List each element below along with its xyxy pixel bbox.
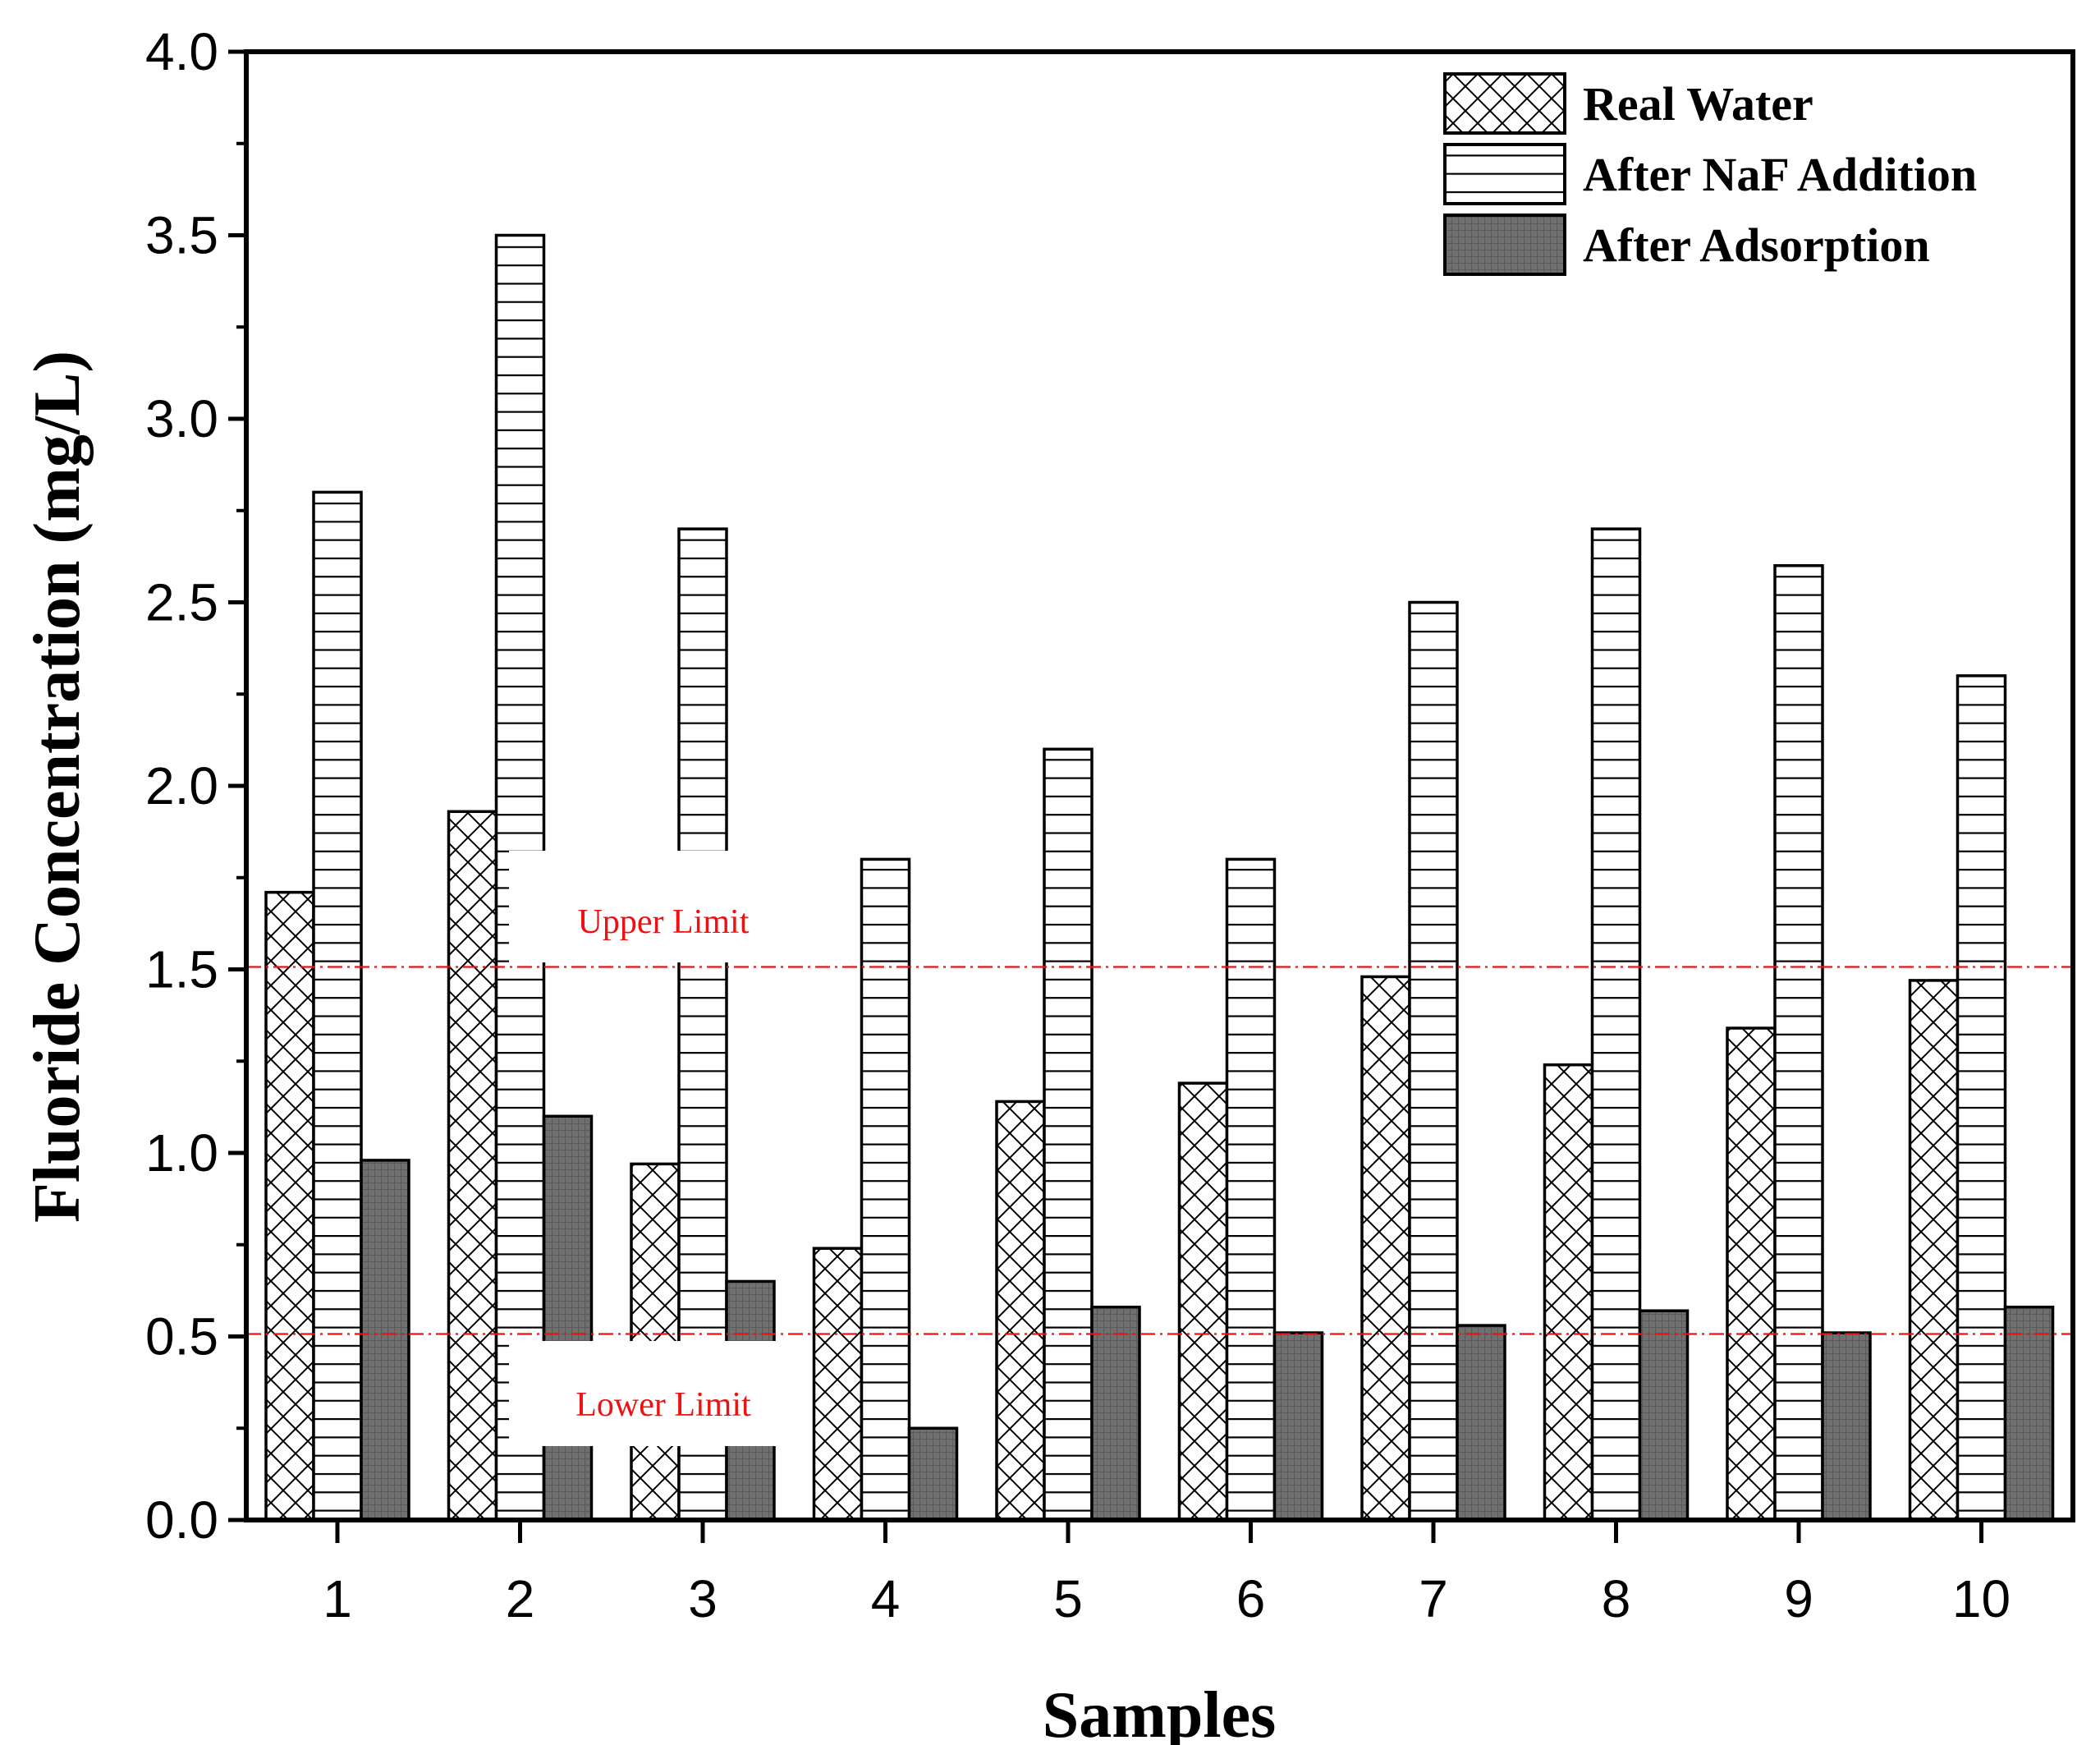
y-axis-ticks: 0.0 0.5 1.0 1.5 2.0 2.5 3.0 3.5 4.0: [145, 22, 246, 1550]
x-axis-ticks: 1 2 3 4 5 6 7 8 9 10: [323, 1520, 2011, 1628]
bar-real-water-sample-10: [1910, 980, 1958, 1520]
bar-after-adsorption-sample-6: [1275, 1333, 1323, 1520]
y-tick-label: 3.5: [145, 206, 218, 265]
bar-chart: Upper Limit Lower Limit 0.0 0.5 1.0 1.5 2.0 2.…: [0, 0, 2100, 1745]
bar-real-water-sample-7: [1362, 976, 1410, 1520]
y-tick-label: 0.0: [145, 1490, 218, 1550]
bar-real-water-sample-9: [1727, 1028, 1775, 1520]
legend-swatch-after-adsorption: [1445, 215, 1565, 274]
x-axis-title: Samples: [1043, 1679, 1277, 1745]
bar-real-water-sample-6: [1180, 1083, 1227, 1520]
bar-after-adsorption-sample-8: [1640, 1311, 1688, 1520]
bar-real-water-sample-4: [814, 1248, 862, 1520]
y-axis-title: Fluoride Concentration (mg/L): [21, 351, 94, 1223]
x-tick-label: 10: [1952, 1569, 2011, 1628]
bar-after-naf-addition-sample-8: [1593, 529, 1640, 1520]
bar-real-water-sample-8: [1545, 1065, 1593, 1520]
bar-after-naf-addition-sample-10: [1958, 676, 2006, 1520]
x-tick-label: 5: [1053, 1569, 1083, 1628]
bar-after-adsorption-sample-4: [910, 1428, 957, 1520]
y-tick-label: 4.0: [145, 22, 218, 81]
legend-label: After Adsorption: [1583, 218, 1930, 272]
legend: Real Water After NaF Addition After Adsorp…: [1445, 74, 1977, 274]
bar-after-adsorption-sample-9: [1823, 1333, 1870, 1520]
bar-real-water-sample-1: [266, 893, 314, 1520]
legend-label: Real Water: [1583, 77, 1813, 131]
y-tick-label: 2.0: [145, 756, 218, 815]
x-tick-label: 4: [871, 1569, 901, 1628]
y-tick-label: 0.5: [145, 1307, 218, 1366]
x-tick-label: 2: [506, 1569, 535, 1628]
y-tick-label: 3.0: [145, 389, 218, 448]
legend-label: After NaF Addition: [1583, 148, 1977, 201]
bar-after-naf-addition-sample-7: [1410, 603, 1457, 1521]
bar-real-water-sample-5: [997, 1101, 1044, 1520]
x-tick-label: 7: [1419, 1569, 1448, 1628]
bar-after-naf-addition-sample-9: [1775, 566, 1823, 1520]
y-tick-label: 1.0: [145, 1123, 218, 1182]
x-tick-label: 6: [1236, 1569, 1266, 1628]
x-tick-label: 8: [1602, 1569, 1631, 1628]
legend-swatch-real-water: [1445, 74, 1565, 133]
bar-after-naf-addition-sample-5: [1044, 749, 1092, 1520]
x-tick-label: 3: [688, 1569, 718, 1628]
bar-after-naf-addition-sample-6: [1227, 859, 1275, 1520]
legend-swatch-after-naf-addition: [1445, 145, 1565, 204]
bar-after-adsorption-sample-2: [544, 1116, 592, 1520]
bar-after-naf-addition-sample-1: [314, 492, 361, 1520]
reference-label-lower-limit: Lower Limit: [575, 1386, 751, 1424]
bar-after-adsorption-sample-10: [2006, 1307, 2053, 1520]
bar-real-water-sample-2: [449, 811, 497, 1520]
bar-after-adsorption-sample-5: [1092, 1307, 1139, 1520]
x-tick-label: 1: [323, 1569, 352, 1628]
bar-after-naf-addition-sample-4: [862, 859, 910, 1520]
reference-label-upper-limit: Upper Limit: [578, 903, 750, 941]
x-tick-label: 9: [1784, 1569, 1813, 1628]
y-tick-label: 1.5: [145, 940, 218, 999]
bar-after-adsorption-sample-1: [361, 1160, 409, 1520]
y-tick-label: 2.5: [145, 573, 218, 632]
bar-after-adsorption-sample-7: [1457, 1325, 1505, 1520]
